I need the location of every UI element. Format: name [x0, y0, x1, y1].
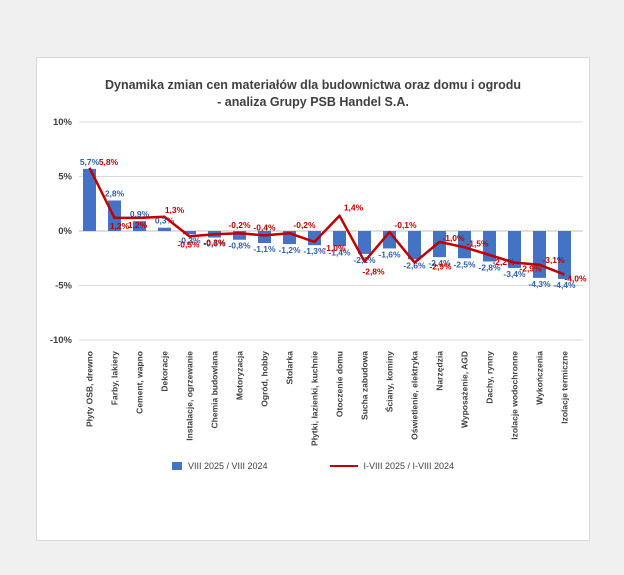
bar-label: -4,3% — [528, 279, 551, 289]
x-axis-label: Cement, wapno — [135, 351, 145, 414]
bar-label: -3,4% — [503, 269, 526, 279]
line-label: -0,2% — [228, 220, 251, 230]
x-axis-label: Ogród, hobby — [260, 351, 270, 407]
y-axis-label: -10% — [50, 335, 73, 346]
bar — [508, 231, 521, 269]
x-axis-label: Narzędzia — [435, 351, 445, 391]
line-label: -1,0% — [442, 233, 465, 243]
line-label: -2,9% — [519, 264, 542, 274]
line-label: -3,1% — [542, 255, 565, 265]
bar — [458, 231, 471, 259]
bar-label: -2,6% — [403, 260, 426, 270]
bar-label: -2,8% — [478, 263, 501, 273]
line-label: -0,5% — [177, 239, 200, 249]
line-label: -2,9% — [429, 262, 452, 272]
line-label: 1,2% — [128, 220, 148, 230]
bar-label: 0,9% — [130, 209, 150, 219]
chart-title: Dynamika zmian cen materiałów dla budown… — [37, 77, 589, 111]
bar-label: 2,8% — [105, 188, 125, 198]
bar — [558, 231, 571, 279]
bar-label: -1,3% — [303, 246, 326, 256]
x-axis-label: Dekoracje — [160, 351, 170, 392]
bar — [408, 231, 421, 260]
line-label: -0,3% — [203, 237, 226, 247]
bar — [358, 231, 371, 254]
bar — [258, 231, 271, 243]
line-label: 1,3% — [165, 205, 185, 215]
line-label: 1,2% — [110, 221, 130, 231]
x-axis-label: Sucha zabudowa — [360, 351, 370, 420]
x-axis-label: Farby, lakiery — [110, 351, 120, 405]
bar-label: -1,1% — [253, 244, 276, 254]
x-axis-label: Wykończenia — [535, 351, 545, 405]
bar — [433, 231, 446, 258]
bar — [233, 231, 246, 240]
bar-series-swatch-icon — [171, 462, 182, 470]
x-axis-label: Płytki, łazienki, kuchnie — [310, 351, 320, 446]
chart-title-line1: Dynamika zmian cen materiałów dla budown… — [104, 78, 522, 92]
line-label: -4,0% — [564, 274, 587, 284]
x-axis-label: Wyposażenie, AGD — [460, 351, 470, 428]
x-axis-label: Ściany, kominy — [384, 351, 395, 413]
legend-item-bars: VIII 2025 / VIII 2024 — [171, 461, 268, 471]
bar-label: -0,8% — [228, 241, 251, 251]
legend-item-line: I-VIII 2025 / I-VIII 2024 — [329, 461, 455, 471]
bar-label: -1,2% — [278, 245, 301, 255]
bar-label: -1,6% — [378, 249, 401, 259]
line-label: -0,1% — [394, 220, 417, 230]
bar-label: -1,4% — [328, 247, 351, 257]
bar — [133, 221, 146, 231]
bar-label: 5,7% — [80, 157, 100, 167]
y-axis-label: 10% — [53, 117, 73, 128]
bar — [183, 231, 196, 235]
line-series-swatch-icon — [329, 465, 358, 467]
x-axis-label: Dachy, rynny — [485, 351, 495, 404]
y-axis-label: -5% — [55, 281, 72, 292]
bar-label: -0,6% — [203, 239, 226, 249]
line-label: -0,2% — [293, 220, 316, 230]
chart-legend: VIII 2025 / VIII 2024 I-VIII 2025 / I-VI… — [37, 461, 589, 471]
line-label: -1,5% — [466, 238, 489, 248]
x-axis-label: Motoryzacja — [235, 351, 245, 400]
x-axis-label: Stolarka — [285, 351, 295, 385]
bar — [333, 231, 346, 247]
chart-plot: 10%5%0%-5%-10%5,7%2,8%0,9%0,3%-0,3% -0,6%… — [50, 117, 587, 446]
legend-label-line: I-VIII 2025 / I-VIII 2024 — [363, 461, 455, 471]
bar — [158, 227, 171, 231]
x-axis-label: Chemia budowlana — [210, 351, 220, 429]
bar-label: -2,4% — [428, 258, 451, 268]
line-label: -0,4% — [253, 222, 276, 232]
x-axis-label: Instalacje, ogrzewanie — [185, 351, 195, 441]
line-label: 5,8% — [99, 157, 119, 167]
bar — [83, 168, 96, 231]
x-axis-label: Izolacje wodochronne — [510, 351, 520, 440]
x-axis-label: Otoczenie domu — [335, 351, 345, 417]
y-axis-label: 0% — [58, 226, 72, 237]
bar-label: 0,3% — [155, 216, 175, 226]
bar-label: -4,4% — [553, 280, 576, 290]
legend-label-bars: VIII 2025 / VIII 2024 — [187, 461, 268, 471]
bar-label: -2,5% — [453, 259, 476, 269]
line-label: -2,2% — [492, 257, 515, 267]
bar-label: -0,3% — [178, 235, 201, 245]
x-axis-label: Oświetlenie, elektryka — [410, 351, 420, 440]
chart-container: Dynamika zmian cen materiałów dla budown… — [36, 57, 590, 541]
line-label: -2,8% — [362, 267, 385, 277]
x-axis-label: Płyty OSB, drewno — [85, 351, 95, 427]
line-label: 1,4% — [344, 203, 364, 213]
y-axis-label: 5% — [58, 172, 72, 183]
x-axis-label: Izolacje termiczne — [560, 351, 570, 424]
line-series — [88, 167, 565, 276]
chart-title-line2: - analiza Grupy PSB Handel S.A. — [217, 95, 409, 109]
line-label: -1,0% — [323, 243, 346, 253]
